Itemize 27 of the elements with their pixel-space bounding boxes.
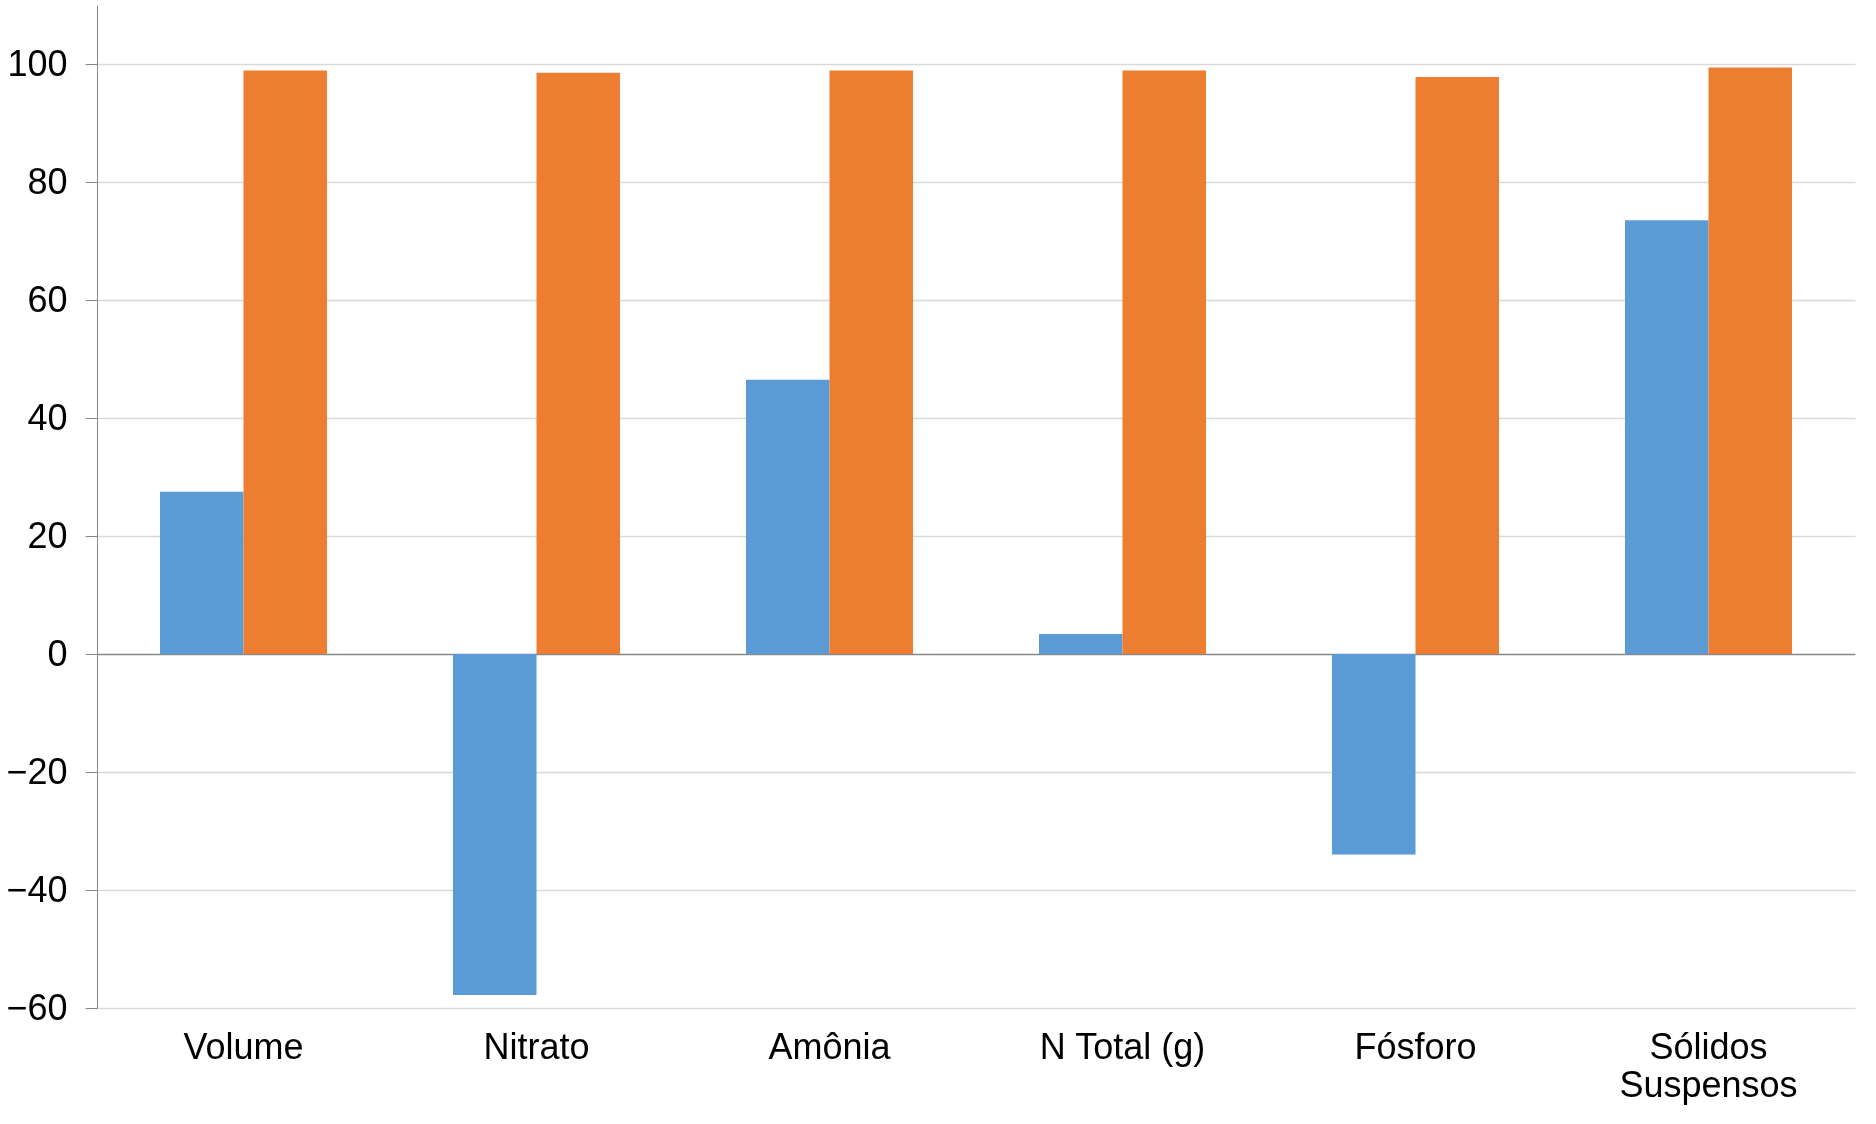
y-tick-label: −20	[6, 750, 68, 792]
bar	[453, 654, 537, 996]
y-tick-label: −60	[6, 986, 68, 1028]
bar	[160, 491, 244, 654]
x-tick-label: N Total (g)	[1039, 1025, 1206, 1067]
bar	[1038, 633, 1123, 654]
bar	[746, 379, 830, 654]
y-tick-label: 40	[27, 396, 68, 438]
bar	[1625, 220, 1709, 654]
y-tick-label: 80	[27, 160, 68, 202]
x-tick-label: Amônia	[768, 1025, 892, 1067]
x-tick-label: Volume	[183, 1025, 304, 1067]
x-tick-label: Nitrato	[483, 1025, 590, 1067]
y-tick-label: 0	[47, 632, 68, 674]
bar	[1415, 76, 1500, 654]
x-tick-label: Sólidos Suspensos	[1619, 1025, 1798, 1105]
bar	[1708, 67, 1793, 654]
y-tick-label: −40	[6, 868, 68, 910]
y-tick-label: 100	[7, 42, 68, 84]
bar	[1122, 70, 1207, 654]
bar	[243, 70, 328, 654]
x-tick-label: Fósforo	[1354, 1025, 1477, 1067]
y-tick-label: 20	[27, 514, 68, 556]
bar	[536, 72, 621, 654]
bar	[1332, 654, 1416, 855]
bar	[829, 70, 914, 654]
y-tick-label: 60	[27, 278, 68, 320]
